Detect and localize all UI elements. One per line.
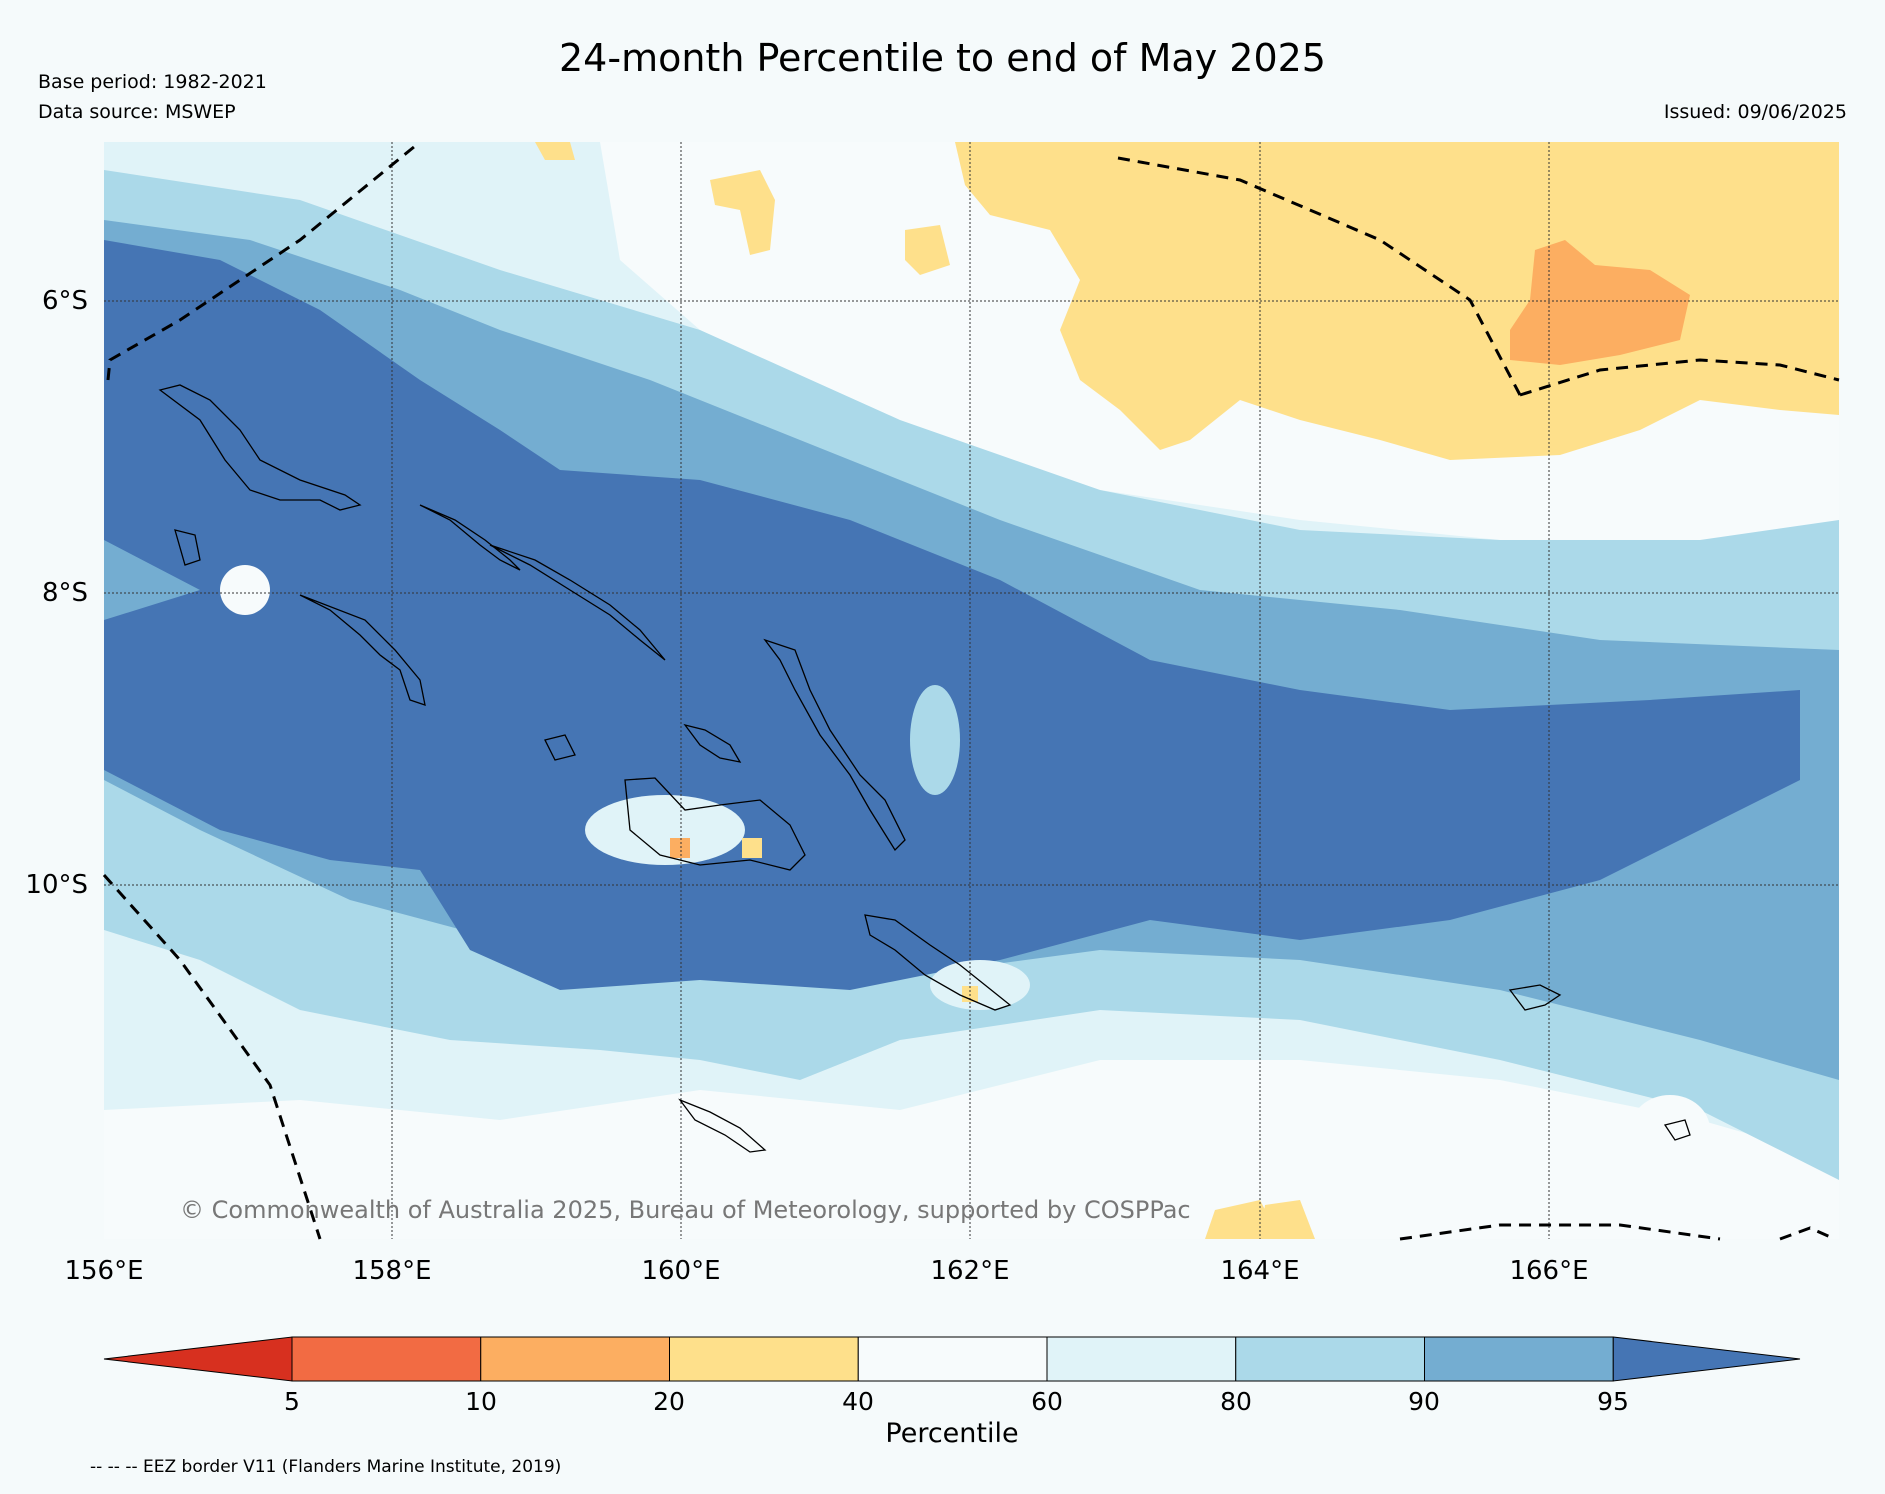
colorbar-tick-80: 80 (1220, 1387, 1252, 1416)
island-patch-a (585, 795, 745, 865)
eez-se (1399, 1223, 1721, 1241)
eez-se-corner (1779, 1226, 1836, 1241)
field-40-60-south (104, 1060, 1839, 1239)
coast-new-georgia (299, 594, 426, 706)
map-field (104, 142, 1839, 1239)
field-10-20-north (1510, 240, 1690, 365)
lon-label-166e: 166°E (1509, 1256, 1589, 1286)
island-patch-d (220, 565, 270, 615)
lat-label-8s: 8°S (41, 578, 88, 608)
coast-nggela (683, 723, 742, 763)
orange-spot-a (670, 838, 690, 858)
field-20-40-blob-b (905, 225, 950, 275)
lat-label-6s: 6°S (41, 286, 88, 316)
lon-label-160e: 160°E (641, 1256, 721, 1286)
colorbar-tick-60: 60 (1031, 1387, 1063, 1416)
copyright-notice: © Commonwealth of Australia 2025, Bureau… (180, 1196, 1191, 1224)
lon-label-162e: 162°E (930, 1256, 1010, 1286)
graticule (104, 142, 1839, 1239)
colorbar-tick-90: 90 (1408, 1387, 1440, 1416)
lon-label-164e: 164°E (1220, 1256, 1300, 1286)
coast-santa-cruz (1508, 984, 1562, 1011)
colorbar-tick-20: 20 (653, 1387, 685, 1416)
coast-rennell (678, 1098, 767, 1153)
coast-santa-isabel (489, 544, 666, 661)
lat-label-10s: 10°S (25, 870, 88, 900)
island-patch-e (1630, 1095, 1710, 1165)
colorbar-label: Percentile (885, 1418, 1019, 1449)
eez-nw (106, 140, 421, 381)
colorbar (103, 1336, 1801, 1382)
coast-shortland (174, 529, 201, 566)
coast-guadalcanal (624, 777, 806, 871)
colorbar-extend-high (1612, 1336, 1801, 1382)
island-patch-b (930, 960, 1030, 1010)
lon-label-156e: 156°E (64, 1256, 144, 1286)
colorbar-segment (669, 1336, 859, 1382)
eez-sw (102, 874, 322, 1240)
colorbar-tick-10: 10 (465, 1387, 497, 1416)
colorbar-segment (857, 1336, 1048, 1382)
lon-label-158e: 158°E (352, 1256, 432, 1286)
island-patch-c (910, 685, 960, 795)
field-20-40-blob-e (1260, 1200, 1315, 1239)
colorbar-tick-95: 95 (1597, 1387, 1629, 1416)
eez-footnote: -- -- -- EEZ border V11 (Flanders Marine… (90, 1457, 562, 1477)
field-20-40-blob-d (1205, 1200, 1280, 1239)
coast-bougainville (158, 384, 362, 511)
coast-malaita (763, 638, 906, 852)
eez-ne-arc (1117, 156, 1522, 396)
base-period: Base period: 1982-2021 (38, 71, 267, 93)
orange-spot-b (742, 838, 762, 858)
coastlines (158, 384, 1691, 1153)
colorbar-segment (1235, 1336, 1425, 1382)
eez-ne-east (1519, 358, 1840, 397)
colorbar-tick-40: 40 (842, 1387, 874, 1416)
colorbar-tick-5: 5 (284, 1387, 300, 1416)
map-title: 24-month Percentile to end of May 2025 (559, 36, 1326, 80)
colorbar-segment (291, 1336, 482, 1382)
eez-borders (102, 140, 1840, 1241)
coast-choiseul (419, 504, 521, 571)
coast-russell (544, 734, 576, 761)
field-95-plus (104, 240, 1800, 990)
colorbar-segment (1046, 1336, 1237, 1382)
coast-vanikoro (1663, 1119, 1691, 1141)
colorbar-segment (480, 1336, 670, 1382)
colorbar-segment (1424, 1336, 1614, 1382)
field-20-40-blob-a (710, 170, 775, 255)
colorbar-extend-low (103, 1336, 293, 1382)
issued-date: Issued: 09/06/2025 (1663, 101, 1847, 123)
data-source: Data source: MSWEP (38, 101, 236, 123)
coast-makira (864, 914, 1012, 1011)
field-20-40-blob-c (535, 142, 575, 160)
